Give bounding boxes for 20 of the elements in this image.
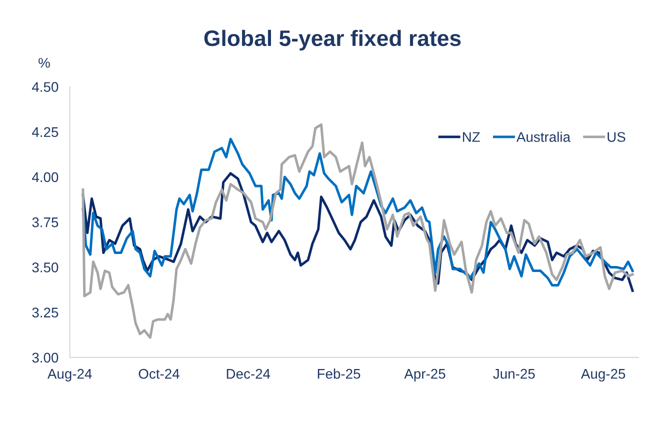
x-tick-label: Apr-25 xyxy=(404,368,446,382)
legend-label: NZ xyxy=(462,132,480,142)
y-tick-label: 3.00 xyxy=(32,352,58,363)
chart-title: Global 5-year fixed rates xyxy=(204,30,461,51)
y-tick-label: 4.25 xyxy=(32,127,58,138)
legend-label: US xyxy=(608,132,626,142)
x-tick-label: Jun-25 xyxy=(493,368,535,379)
x-tick-label: Dec-24 xyxy=(226,368,270,379)
y-tick-label: 4.50 xyxy=(32,82,58,92)
x-tick-label: Feb-25 xyxy=(318,368,360,379)
x-tick-label: Oct-24 xyxy=(138,368,180,379)
y-tick-label: 3.50 xyxy=(32,262,58,272)
line-series xyxy=(82,123,634,339)
y-tick-label: 4.00 xyxy=(32,172,58,182)
y-axis-title: % xyxy=(38,58,50,68)
y-tick-label: 3.75 xyxy=(32,217,58,228)
legend-label: Australia xyxy=(516,132,570,142)
y-tick-label: 3.25 xyxy=(32,308,58,318)
x-tick-label: Aug-24 xyxy=(47,368,92,382)
x-tick-label: Aug-25 xyxy=(580,368,626,382)
